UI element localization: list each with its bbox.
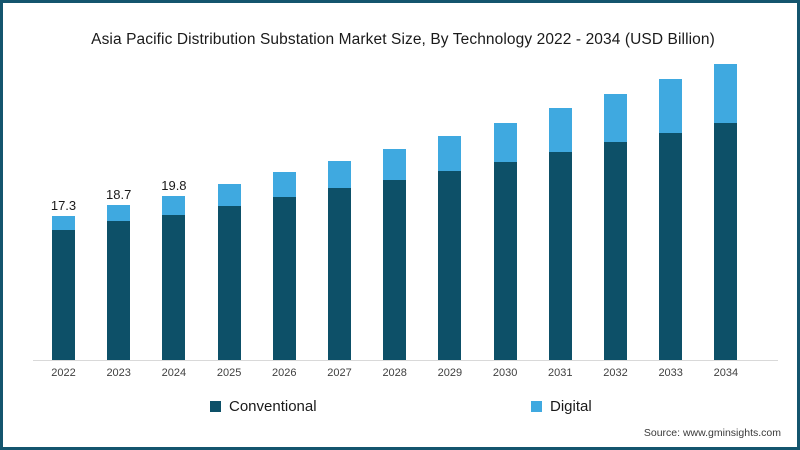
bar-group[interactable] — [659, 78, 683, 360]
x-axis-tick-label: 2029 — [437, 367, 463, 379]
bar-group[interactable] — [493, 123, 517, 360]
x-axis-tick-label: 2034 — [713, 367, 739, 379]
bar-group[interactable] — [548, 108, 572, 360]
source-note: Source: www.gminsights.com — [643, 427, 781, 439]
bar-segment-conventional[interactable] — [659, 132, 683, 360]
bar-group[interactable] — [383, 149, 407, 360]
bar-segment-conventional[interactable] — [714, 122, 738, 360]
legend-swatch-icon-conventional — [210, 401, 221, 412]
x-axis-tick-label: 2033 — [658, 367, 683, 379]
bar-group[interactable] — [272, 172, 296, 360]
bar-group[interactable]: 18.7 — [106, 188, 131, 360]
bar-segment-digital[interactable] — [604, 93, 627, 143]
bar-group[interactable] — [217, 184, 241, 360]
bar-segment-conventional[interactable] — [162, 214, 186, 360]
bar-segment-digital[interactable] — [107, 204, 131, 222]
legend-label-conventional: Conventional — [229, 398, 317, 415]
bar-segment-digital[interactable] — [328, 160, 351, 189]
bar-segment-digital[interactable] — [383, 149, 407, 180]
bar-segment-conventional[interactable] — [438, 170, 462, 360]
bar-segment-digital[interactable] — [659, 78, 683, 133]
bar-segment-digital[interactable] — [272, 172, 296, 198]
legend-swatch-icon-digital — [531, 401, 542, 412]
bar-value-label: 18.7 — [106, 186, 132, 202]
bar-value-label: 19.8 — [161, 177, 187, 193]
bar-segment-conventional[interactable] — [493, 162, 517, 360]
x-axis-tick-label: 2028 — [382, 367, 407, 379]
x-axis-tick-label: 2027 — [327, 367, 352, 379]
x-axis-tick-label: 2030 — [492, 367, 518, 379]
x-axis-tick-label: 2032 — [603, 367, 628, 379]
bar-segment-conventional[interactable] — [217, 205, 241, 360]
bar-segment-conventional[interactable] — [52, 230, 75, 360]
legend-item-conventional[interactable]: Conventional — [210, 398, 317, 415]
bar-segment-digital[interactable] — [217, 184, 241, 206]
bar-group[interactable] — [604, 93, 627, 360]
chart-legend: Conventional Digital — [3, 398, 797, 422]
bar-segment-digital[interactable] — [714, 63, 738, 123]
bar-segment-digital[interactable] — [162, 195, 186, 215]
x-axis-tick-label: 2022 — [51, 367, 76, 379]
x-axis-tick-label: 2026 — [272, 367, 297, 379]
bar-group[interactable]: 19.8 — [161, 179, 187, 360]
bar-segment-digital[interactable] — [493, 123, 517, 163]
x-axis-tick-label: 2024 — [161, 367, 187, 379]
bar-segment-conventional[interactable] — [328, 188, 351, 360]
bar-value-label: 17.3 — [50, 198, 77, 214]
bar-segment-digital[interactable] — [438, 135, 462, 171]
bar-segment-conventional[interactable] — [604, 142, 627, 360]
bar-segment-digital[interactable] — [52, 216, 75, 231]
legend-item-digital[interactable]: Digital — [531, 398, 592, 415]
bar-group[interactable] — [328, 160, 351, 360]
bar-group[interactable] — [438, 135, 462, 360]
bar-segment-digital[interactable] — [548, 108, 572, 153]
x-axis-tick-label: 2025 — [216, 367, 242, 379]
bar-segment-conventional[interactable] — [383, 179, 407, 360]
x-axis-tick-label: 2031 — [548, 367, 573, 379]
x-axis-line — [33, 360, 778, 361]
chart-title: Asia Pacific Distribution Substation Mar… — [91, 31, 715, 48]
bar-group[interactable] — [714, 63, 738, 360]
x-axis-tick-label: 2023 — [106, 367, 131, 379]
bar-segment-conventional[interactable] — [107, 221, 131, 360]
bar-segment-conventional[interactable] — [548, 152, 572, 360]
bar-segment-conventional[interactable] — [272, 197, 296, 360]
legend-label-digital: Digital — [550, 398, 592, 415]
bar-group[interactable]: 17.3 — [51, 199, 76, 360]
